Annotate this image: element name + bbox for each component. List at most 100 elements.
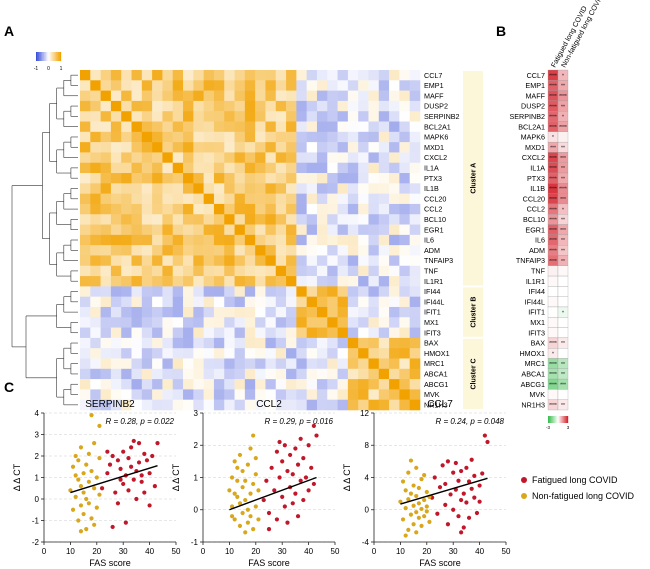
heatmap-cell bbox=[286, 100, 297, 112]
heatmap-cell bbox=[378, 214, 390, 225]
heatmap-cell bbox=[162, 224, 174, 236]
heatmap-cell bbox=[389, 173, 400, 184]
heatmap-cell bbox=[368, 389, 380, 400]
heatmap-cell bbox=[378, 100, 390, 112]
heatmap-cell bbox=[286, 183, 297, 194]
heatmap-cell bbox=[172, 142, 184, 153]
heatmap-cell bbox=[141, 162, 153, 174]
heatmap-cell bbox=[368, 214, 380, 225]
scatter-point bbox=[406, 470, 411, 475]
heatmap-cell bbox=[213, 203, 225, 215]
heatmap-cell bbox=[337, 193, 349, 205]
heatmap-cell bbox=[286, 234, 297, 246]
heatmap-cell bbox=[316, 358, 328, 370]
heatmap-cell bbox=[265, 306, 277, 318]
scatter-point bbox=[416, 485, 421, 491]
heatmap-cell bbox=[255, 337, 266, 349]
scatter-point bbox=[115, 458, 121, 463]
heatmap-cell bbox=[152, 203, 163, 215]
heatmap-cell bbox=[183, 265, 194, 277]
scatter-point bbox=[70, 464, 76, 469]
heatmap-cell bbox=[358, 142, 369, 153]
heatmap-cell bbox=[121, 152, 132, 164]
heatmap-cell bbox=[306, 121, 318, 133]
heatmap-cell bbox=[296, 255, 307, 267]
heatmap-cell bbox=[399, 121, 410, 133]
heatmap-cell bbox=[378, 255, 390, 267]
significance-stars: **** bbox=[559, 187, 567, 193]
heatmap-cell bbox=[80, 214, 91, 225]
fold-change-cell bbox=[557, 389, 569, 400]
heatmap-cell bbox=[286, 306, 297, 318]
heatmap-cell bbox=[224, 379, 235, 390]
heatmap-cell bbox=[80, 173, 91, 184]
panel-b-gene-emp1: EMP1 bbox=[525, 81, 545, 90]
heatmap-cell bbox=[347, 317, 359, 328]
gene-label-serpinb2: SERPINB2 bbox=[424, 112, 460, 121]
scatter-point bbox=[443, 481, 448, 487]
heatmap-cell bbox=[193, 100, 204, 112]
scatter-point bbox=[243, 497, 248, 503]
heatmap-cell bbox=[141, 121, 153, 133]
heatmap-cell bbox=[162, 337, 174, 349]
heatmap-cell bbox=[358, 100, 369, 112]
panel-b-colorbar-step bbox=[552, 416, 554, 423]
heatmap-cell bbox=[244, 224, 256, 236]
legend-label-0: Fatigued long COVID bbox=[532, 475, 618, 485]
heatmap-cell bbox=[265, 358, 277, 370]
heatmap-cell bbox=[172, 296, 184, 308]
heatmap-cell bbox=[358, 306, 369, 318]
heatmap-cell bbox=[296, 327, 307, 339]
heatmap-cell bbox=[265, 214, 277, 225]
heatmap-cell bbox=[244, 162, 256, 174]
heatmap-cell bbox=[203, 327, 215, 339]
heatmap-cell bbox=[358, 255, 369, 267]
heatmap-cell bbox=[162, 173, 174, 184]
heatmap-cell bbox=[90, 317, 101, 328]
panel-b-colorbar-step bbox=[556, 416, 558, 423]
heatmap-cell bbox=[368, 286, 380, 297]
heatmap-cell bbox=[90, 193, 101, 205]
heatmap-cell bbox=[389, 90, 400, 102]
heatmap-cell bbox=[193, 152, 204, 164]
heatmap-cell bbox=[409, 337, 421, 349]
heatmap-cell bbox=[172, 265, 184, 277]
colorbar-a-step bbox=[39, 52, 42, 61]
colorbar-a-step bbox=[38, 52, 40, 61]
heatmap-cell bbox=[275, 121, 287, 133]
heatmap-cell bbox=[193, 80, 204, 91]
scatter-stat: R = 0.24, p = 0.048 bbox=[436, 417, 505, 426]
heatmap-cell bbox=[110, 152, 122, 164]
heatmap-cell bbox=[110, 162, 122, 174]
heatmap-cell bbox=[110, 100, 122, 112]
scatter-point bbox=[264, 478, 269, 483]
heatmap-cell bbox=[213, 337, 225, 349]
heatmap-cell bbox=[162, 90, 174, 102]
panel-b-gene-bcl2a1: BCL2A1 bbox=[518, 122, 545, 131]
heatmap-cell bbox=[193, 193, 204, 205]
heatmap-cell bbox=[368, 203, 380, 215]
scatter-point bbox=[298, 478, 303, 483]
heatmap-cell bbox=[327, 234, 338, 246]
scatter-point bbox=[295, 514, 301, 519]
heatmap-cell bbox=[141, 111, 153, 122]
heatmap-cell bbox=[389, 70, 400, 81]
heatmap-cell bbox=[368, 358, 380, 370]
heatmap-cell bbox=[368, 173, 380, 184]
heatmap-cell bbox=[131, 245, 143, 256]
heatmap-cell bbox=[183, 183, 194, 194]
heatmap-cell bbox=[255, 80, 266, 91]
heatmap-cell bbox=[100, 389, 112, 400]
scatter-point bbox=[464, 500, 469, 505]
heatmap-cell bbox=[337, 234, 349, 246]
heatmap-cell bbox=[121, 90, 132, 102]
heatmap-cell bbox=[80, 80, 91, 91]
heatmap-cell bbox=[378, 286, 390, 297]
heatmap-cell bbox=[316, 276, 328, 287]
scatter-point bbox=[274, 517, 280, 522]
heatmap-cell bbox=[306, 327, 318, 339]
heatmap-cell bbox=[255, 173, 266, 184]
heatmap-cell bbox=[121, 399, 132, 411]
heatmap-cell bbox=[378, 265, 390, 277]
scatter-point bbox=[232, 491, 237, 496]
